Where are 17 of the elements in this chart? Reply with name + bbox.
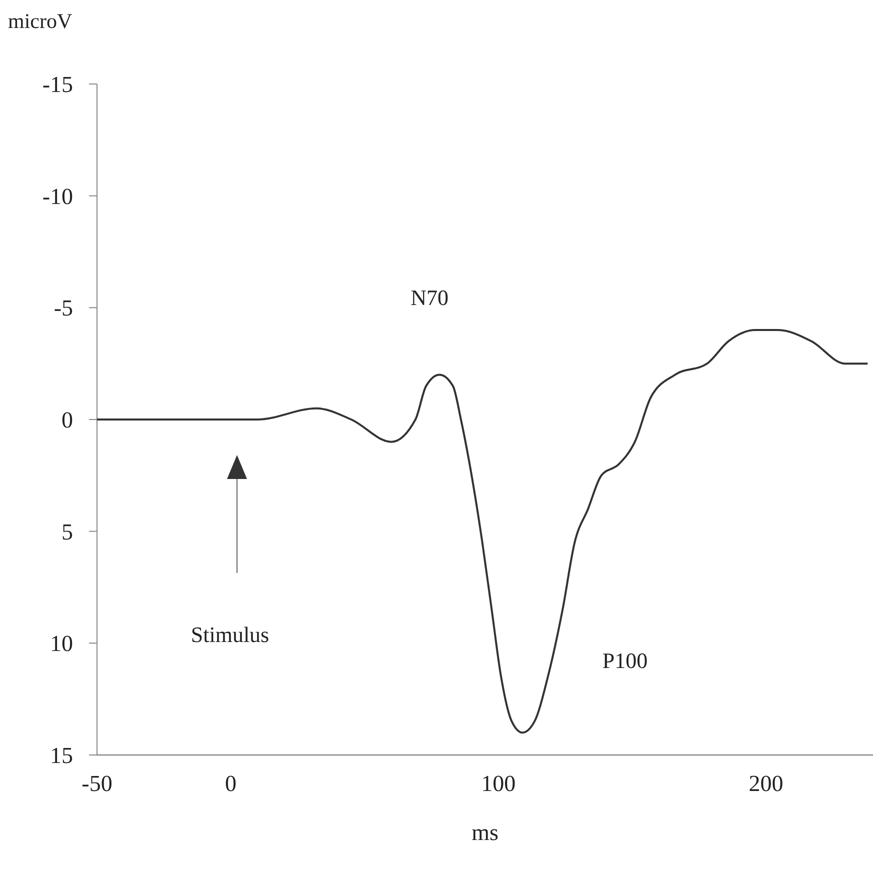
y-tick-label: 10: [50, 631, 73, 656]
x-tick-label: 200: [748, 771, 784, 796]
annotation: N70: [410, 284, 448, 310]
y-tick-label: -5: [54, 296, 73, 321]
y-tick-label: 0: [62, 408, 73, 433]
y-tick-label: 5: [62, 519, 73, 544]
y-tick-label: 15: [50, 743, 73, 768]
annotation: Stimulus: [190, 622, 270, 647]
line-series: [96, 329, 869, 734]
x-axis-title: ms: [472, 820, 498, 845]
y-tick-label: -10: [42, 184, 73, 209]
x-tick-label: 0: [225, 771, 237, 796]
x-tick-label: -50: [82, 771, 112, 796]
x-tick-label: 100: [481, 771, 516, 796]
annotation: P100: [602, 648, 648, 673]
y-axis-title: microV: [8, 9, 72, 33]
y-tick-label: -15: [42, 72, 73, 98]
